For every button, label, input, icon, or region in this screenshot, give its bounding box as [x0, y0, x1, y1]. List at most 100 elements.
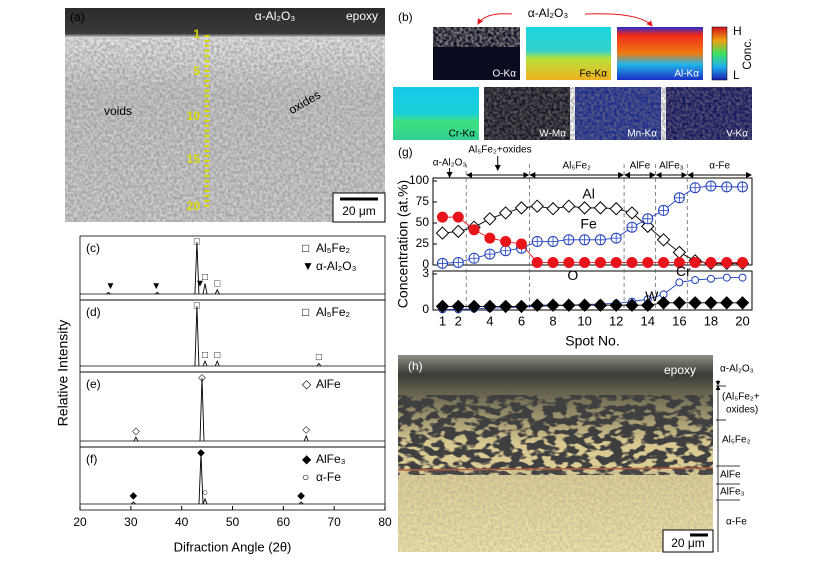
peak-marker: □ [202, 272, 208, 283]
peak-marker: ◇ [302, 425, 310, 436]
series-label: Cr [676, 263, 691, 279]
peak [131, 501, 136, 505]
series-label: W [645, 288, 659, 304]
point [625, 206, 639, 220]
point [721, 256, 733, 268]
map-label: W-Mα [539, 129, 566, 140]
interface [397, 467, 714, 471]
layer-label: AlFe [720, 470, 741, 481]
x-tick-label: 50 [226, 515, 240, 529]
x-tick-label: 18 [704, 313, 718, 328]
annotation: α-Al₂O₃ [528, 6, 569, 20]
legend-symbol: ◆ [302, 452, 312, 466]
point-cross [737, 181, 748, 192]
panel-a: (a) α-Al₂O₃ epoxy voids oxides 1 5 10 15… [65, 8, 386, 223]
panel-h: (h) epoxy 20 μm α-Al₂O₃ (Al₅Fe₂+ oxides)… [397, 355, 760, 553]
point [720, 296, 734, 310]
phase-label: Al₅Fe₂ [562, 161, 591, 172]
point-cross [642, 213, 653, 224]
point [498, 206, 513, 220]
peak [202, 497, 208, 505]
y-tick-label: 0 [422, 257, 429, 271]
peak-marker: ◆ [297, 491, 305, 502]
panel-label: (d) [86, 305, 101, 319]
layer-label: AlFe₃ [720, 487, 745, 498]
map-al [617, 27, 703, 80]
point [609, 298, 623, 312]
legend-label: AlFe₃ [316, 452, 346, 466]
peak [298, 501, 304, 505]
panel-label: (e) [86, 377, 101, 391]
point [735, 296, 750, 310]
y-tick-label: 50 [416, 215, 430, 229]
point [436, 211, 448, 223]
point-cross [674, 192, 685, 203]
x-tick-label: 80 [378, 515, 392, 529]
peak-marker: □ [194, 301, 200, 312]
point [594, 256, 606, 268]
peak-marker: □ [316, 352, 322, 363]
map-label: Mn-Kα [627, 129, 657, 140]
point-cross [626, 222, 637, 233]
y-tick-label: 100 [409, 173, 429, 187]
panel-label: (g) [398, 145, 413, 159]
point [688, 296, 702, 310]
point [547, 256, 559, 268]
x-tick-label: 20 [73, 515, 87, 529]
map-label: Al-Kα [674, 69, 699, 80]
point [546, 202, 560, 216]
point [498, 299, 513, 314]
point [562, 199, 576, 213]
spot-label: 20 [187, 199, 201, 213]
point [483, 299, 497, 314]
colorbar-low: L [733, 68, 740, 82]
spot-label: 15 [187, 152, 201, 166]
point-cross [437, 258, 448, 269]
point [451, 224, 465, 239]
point [530, 298, 544, 312]
colorbar-title: Conc. [740, 38, 754, 69]
peak [202, 360, 208, 367]
x-tick-label: 16 [672, 313, 686, 328]
point [563, 256, 575, 268]
spot-label: 10 [187, 109, 201, 123]
point [625, 298, 639, 312]
legend-symbol: ◇ [302, 377, 312, 391]
layer-label: Al₅Fe₂ [722, 435, 751, 446]
phase-label: AlFe [630, 161, 651, 172]
map-label: V-Kα [726, 129, 748, 140]
map-fe [526, 27, 611, 80]
panel-label: (b) [398, 10, 413, 24]
texture [398, 470, 713, 552]
map-texture [484, 87, 752, 140]
y-tick-label: 75 [416, 194, 430, 208]
layer-label: α-Al₂O₃ [720, 364, 754, 375]
peak-marker: ▼ [151, 281, 161, 292]
map-cr [393, 87, 479, 140]
point [468, 224, 480, 236]
point [704, 296, 718, 310]
panel-label: (c) [86, 241, 100, 255]
colorbar [711, 26, 728, 81]
layer-label: α-Fe [726, 517, 747, 528]
peak-marker: □ [214, 350, 220, 361]
point-cross [611, 233, 622, 244]
point-cross [595, 234, 606, 245]
point [452, 211, 464, 223]
plot-frame [432, 270, 753, 311]
point [705, 256, 717, 268]
texture [65, 38, 385, 222]
point [689, 256, 701, 268]
point [658, 256, 670, 268]
y2-tick-label: 3 [422, 266, 429, 280]
point [626, 256, 638, 268]
y-axis-label: Relative Intensity [55, 320, 71, 427]
point-cross [548, 236, 559, 247]
point [562, 298, 576, 312]
layer-brackets [715, 380, 740, 552]
phase-label: α-Al₂O₃ [433, 158, 467, 169]
x-tick-label: 6 [518, 313, 525, 328]
peak-marker: ◆ [197, 448, 205, 459]
point [737, 256, 749, 268]
